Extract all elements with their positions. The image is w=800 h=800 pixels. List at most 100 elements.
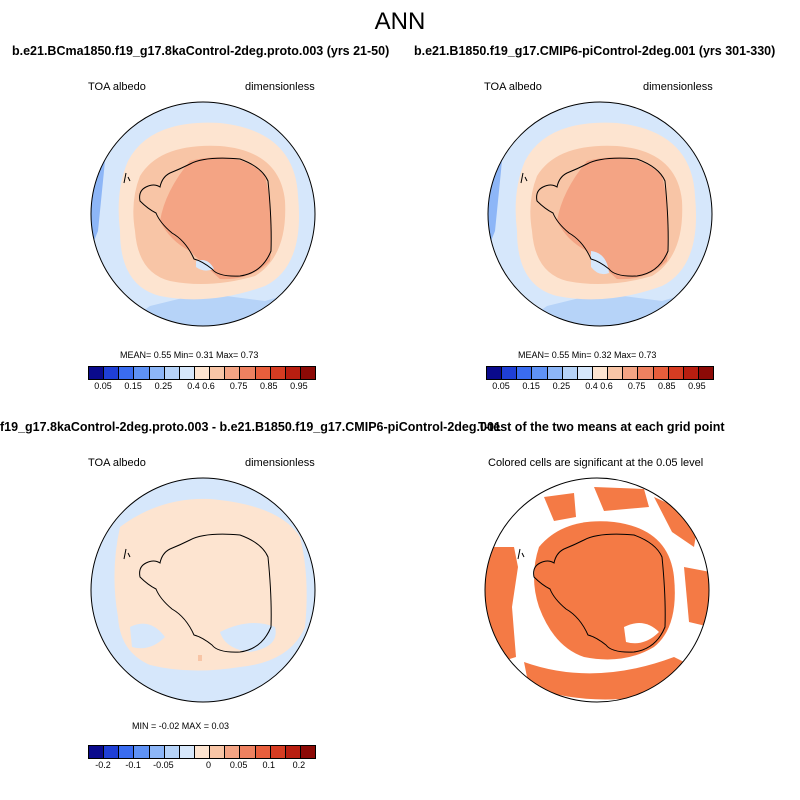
panel-4-map — [484, 477, 710, 703]
negative-patch-west — [130, 623, 165, 649]
colorbar-swatch — [225, 746, 241, 758]
colorbar-tick-label: 0.85 — [260, 381, 278, 391]
colorbar-swatch — [179, 367, 195, 379]
colorbar-tick-label: 0.95 — [688, 381, 706, 391]
colorbar-tick-label: 0.75 — [627, 381, 646, 391]
colorbar-tick-label: 0.95 — [290, 381, 308, 391]
colorbar-tick-label: 0.85 — [658, 381, 676, 391]
colorbar-tick-label: 0.4 — [585, 381, 598, 391]
colorbar-swatch — [89, 746, 105, 758]
colorbar-tick-label: -0.05 — [153, 760, 174, 770]
map-boundary — [487, 101, 713, 327]
positive-cell — [198, 655, 202, 661]
panel-2-colorbar — [486, 366, 714, 380]
colorbar-swatch — [134, 746, 150, 758]
panel-2-map — [487, 101, 713, 327]
colorbar-swatch — [638, 367, 654, 379]
map-boundary — [90, 101, 316, 327]
colorbar-swatch — [683, 367, 699, 379]
colorbar-swatch — [623, 367, 639, 379]
colorbar-swatch — [240, 746, 256, 758]
antarctica-coastline — [139, 157, 272, 277]
colorbar-tick-label: 0.1 — [262, 760, 276, 770]
colorbar-swatch — [255, 367, 271, 379]
colorbar-tick-label: 0.6 — [600, 381, 613, 391]
panel-3-variable-label: TOA albedo — [88, 457, 146, 469]
panel-2-units-label: dimensionless — [643, 81, 713, 93]
colorbar-swatch — [164, 746, 180, 758]
colorbar-tick-label: 0.05 — [492, 381, 510, 391]
colorbar-swatch — [270, 367, 286, 379]
south-america-tip — [123, 172, 131, 184]
south-america-tip — [123, 548, 131, 560]
colorbar-swatch — [255, 746, 271, 758]
panel-3-units-label: dimensionless — [245, 457, 315, 469]
colorbar-swatch — [517, 367, 533, 379]
colorbar-tick-label: 0.2 — [292, 760, 306, 770]
colorbar-tick-label: 0.4 — [187, 381, 200, 391]
colorbar-swatch — [592, 367, 609, 379]
colorbar-swatch — [562, 367, 578, 379]
panel-2-stats: MEAN= 0.55 Min= 0.32 Max= 0.73 — [518, 350, 657, 360]
panel-4-title: T-test of the two means at each grid poi… — [478, 420, 725, 434]
colorbar-tick-label: 0.75 — [229, 381, 248, 391]
panel-3-map — [90, 477, 316, 703]
panel-3-colorbar — [88, 745, 316, 759]
colorbar-swatch — [532, 367, 548, 379]
colorbar-swatch — [668, 367, 684, 379]
south-america-tip — [517, 548, 525, 560]
colorbar-tick-label: -0.2 — [95, 760, 111, 770]
colorbar-swatch — [577, 367, 593, 379]
panel-1-units-label: dimensionless — [245, 81, 315, 93]
antarctica-coastline — [533, 533, 666, 653]
panel-3-title: f19_g17.8kaControl-2deg.proto.003 - b.e2… — [0, 420, 501, 434]
colorbar-swatch — [698, 367, 714, 379]
panel-4-subtitle: Colored cells are significant at the 0.0… — [488, 457, 704, 469]
colorbar-swatch — [119, 367, 135, 379]
colorbar-swatch — [210, 746, 226, 758]
colorbar-swatch — [179, 746, 195, 758]
colorbar-swatch — [149, 746, 165, 758]
colorbar-swatch — [285, 367, 301, 379]
colorbar-swatch — [300, 746, 316, 758]
map-boundary — [90, 477, 316, 703]
colorbar-swatch — [653, 367, 669, 379]
colorbar-tick-label: -0.1 — [125, 760, 141, 770]
colorbar-swatch — [300, 367, 316, 379]
antarctica-coastline — [536, 157, 669, 277]
colorbar-tick-label: 0.05 — [229, 760, 248, 770]
south-america-tip — [520, 172, 528, 184]
colorbar-tick-label: 0.05 — [94, 381, 112, 391]
ross-ice-shelf-low — [196, 260, 214, 271]
colorbar-tick-label: 0.6 — [202, 381, 215, 391]
panel-3-stats: MIN = -0.02 MAX = 0.03 — [132, 721, 230, 731]
colorbar-swatch — [502, 367, 518, 379]
panel-2-variable-label: TOA albedo — [484, 81, 542, 93]
colorbar-tick-label: 0.25 — [552, 381, 571, 391]
page-title: ANN — [374, 8, 426, 35]
colorbar-swatch — [149, 367, 165, 379]
map-boundary — [484, 477, 710, 703]
colorbar-swatch — [210, 367, 226, 379]
panel-1-map — [90, 101, 316, 327]
colorbar-swatch — [285, 746, 301, 758]
colorbar-swatch — [164, 367, 180, 379]
antarctica-coastline — [139, 533, 272, 653]
colorbar-swatch — [104, 367, 120, 379]
panel-2-title: b.e21.B1850.f19_g17.CMIP6-piControl-2deg… — [414, 44, 776, 58]
colorbar-swatch — [487, 367, 503, 379]
colorbar-swatch — [194, 746, 211, 758]
colorbar-swatch — [119, 746, 135, 758]
colorbar-swatch — [270, 746, 286, 758]
colorbar-swatch — [608, 367, 624, 379]
colorbar-tick-label: 0.25 — [154, 381, 173, 391]
colorbar-swatch — [104, 746, 120, 758]
colorbar-swatch — [240, 367, 256, 379]
colorbar-swatch — [134, 367, 150, 379]
panel-1-stats: MEAN= 0.55 Min= 0.31 Max= 0.73 — [120, 350, 259, 360]
colorbar-swatch — [89, 367, 105, 379]
colorbar-swatch — [194, 367, 211, 379]
panel-1-title: b.e21.BCma1850.f19_g17.8kaControl-2deg.p… — [12, 44, 390, 58]
colorbar-swatch — [225, 367, 241, 379]
panel-1-colorbar — [88, 366, 316, 380]
